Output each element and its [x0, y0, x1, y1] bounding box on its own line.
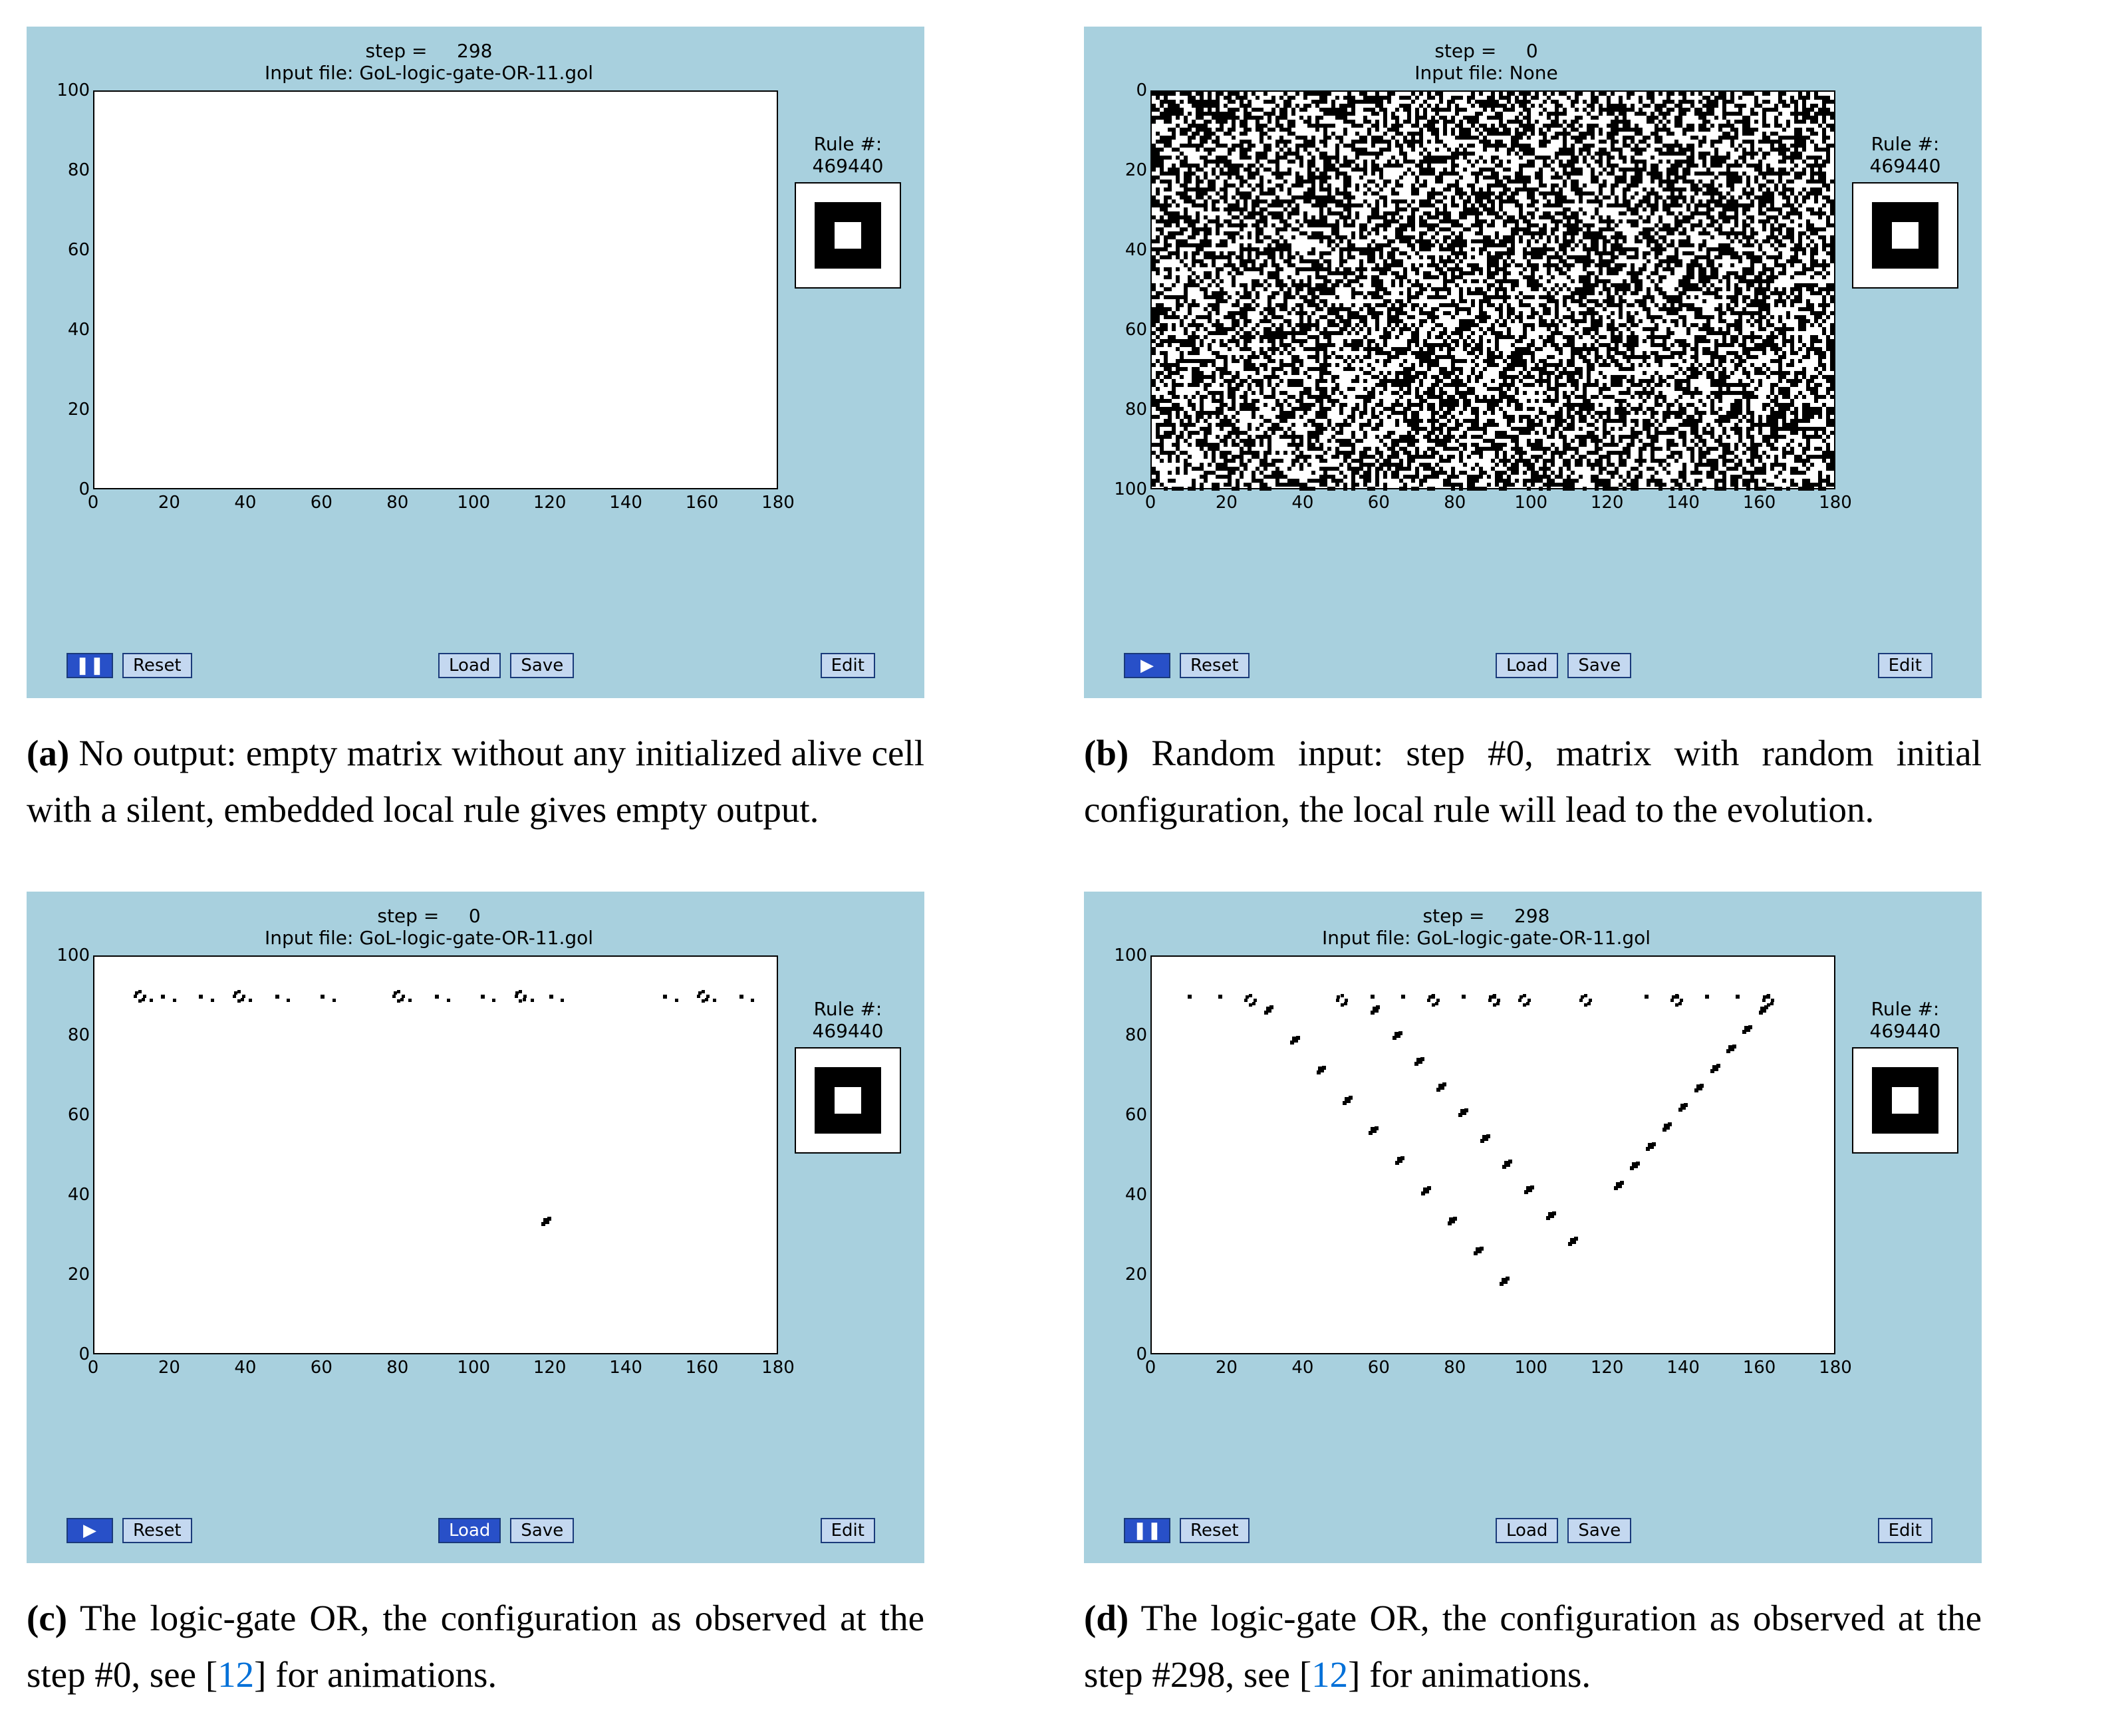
citation-link[interactable]: 12 [217, 1654, 254, 1695]
rule-box: Rule #: 469440 [791, 998, 904, 1154]
button-row: ❚❚ Reset Load Save Edit [1084, 1518, 1982, 1543]
step-label: step = [377, 905, 439, 927]
edit-button[interactable]: Edit [821, 1518, 875, 1543]
caption-label: (b) [1084, 733, 1128, 773]
button-row: ❚❚ Reset Load Save Edit [27, 653, 924, 678]
caption-c: (c) The logic-gate OR, the configuration… [27, 1590, 924, 1703]
sim-panel-d: step = 298 Input file: GoL-logic-gate-OR… [1084, 892, 1982, 1563]
plot-area: 020406080100 020406080100120140160180 [93, 955, 778, 1388]
plot-area: 020406080100 020406080100120140160180 [1150, 90, 1835, 523]
rule-number: 469440 [791, 155, 904, 177]
file-value: GoL-logic-gate-OR-11.gol [1416, 927, 1651, 949]
y-axis-ticks: 020406080100 [1114, 90, 1147, 489]
save-button[interactable]: Save [1567, 653, 1631, 678]
button-row: ▶ Reset Load Save Edit [1084, 653, 1982, 678]
reset-button[interactable]: Reset [122, 653, 192, 678]
plot-area: 020406080100 020406080100120140160180 [93, 90, 778, 523]
edit-button[interactable]: Edit [821, 653, 875, 678]
rule-icon [795, 182, 901, 289]
save-button[interactable]: Save [510, 653, 574, 678]
caption-label: (c) [27, 1598, 67, 1638]
sim-panel-a: step = 298 Input file: GoL-logic-gate-OR… [27, 27, 924, 698]
y-axis-ticks: 020406080100 [1114, 955, 1147, 1354]
rule-number: 469440 [1849, 1020, 1962, 1042]
figure-cell-b: step = 0 Input file: None 020406080100 0… [1084, 27, 2022, 838]
sim-header: step = 298 Input file: GoL-logic-gate-OR… [0, 40, 911, 84]
pause-button[interactable]: ❚❚ [1124, 1518, 1170, 1543]
edit-button[interactable]: Edit [1878, 1518, 1932, 1543]
y-axis-ticks: 020406080100 [57, 90, 90, 489]
plot-canvas-pattern-d [1150, 955, 1835, 1354]
caption-b: (b) Random input: step #0, matrix with r… [1084, 725, 1982, 838]
figure-cell-d: step = 298 Input file: GoL-logic-gate-OR… [1084, 892, 2022, 1703]
reset-button[interactable]: Reset [122, 1518, 192, 1543]
rule-number: 469440 [1849, 155, 1962, 177]
load-button[interactable]: Load [438, 653, 501, 678]
x-axis-ticks: 020406080100120140160180 [1150, 493, 1835, 519]
figure-cell-a: step = 298 Input file: GoL-logic-gate-OR… [27, 27, 964, 838]
save-button[interactable]: Save [510, 1518, 574, 1543]
plot-canvas-noise [1150, 90, 1835, 489]
x-axis-ticks: 020406080100120140160180 [93, 1358, 778, 1384]
rule-icon [1852, 182, 1958, 289]
edit-button[interactable]: Edit [1878, 653, 1932, 678]
sim-header: step = 298 Input file: GoL-logic-gate-OR… [1004, 905, 1968, 949]
caption-text: Random input: step #0, matrix with rando… [1084, 733, 1982, 830]
rule-label: Rule #: [791, 133, 904, 155]
load-button[interactable]: Load [438, 1518, 501, 1543]
rule-label: Rule #: [1849, 998, 1962, 1020]
step-value: 298 [457, 40, 492, 62]
x-axis-ticks: 020406080100120140160180 [93, 493, 778, 519]
plot-canvas-pattern-c [93, 955, 778, 1354]
plot-area: 020406080100 020406080100120140160180 [1150, 955, 1835, 1388]
file-value: GoL-logic-gate-OR-11.gol [359, 927, 593, 949]
step-label: step = [366, 40, 428, 62]
file-value: GoL-logic-gate-OR-11.gol [359, 62, 593, 84]
figure-cell-c: step = 0 Input file: GoL-logic-gate-OR-1… [27, 892, 964, 1703]
rule-label: Rule #: [1849, 133, 1962, 155]
sim-panel-b: step = 0 Input file: None 020406080100 0… [1084, 27, 1982, 698]
play-button[interactable]: ▶ [1124, 653, 1170, 678]
save-button[interactable]: Save [1567, 1518, 1631, 1543]
caption-text: No output: empty matrix without any init… [27, 733, 924, 830]
step-label: step = [1423, 905, 1485, 927]
file-label: Input file: [265, 927, 353, 949]
citation-link[interactable]: 12 [1311, 1654, 1348, 1695]
figure-grid: step = 298 Input file: GoL-logic-gate-OR… [27, 27, 2022, 1703]
rule-label: Rule #: [791, 998, 904, 1020]
reset-button[interactable]: Reset [1180, 1518, 1250, 1543]
caption-label: (d) [1084, 1598, 1128, 1638]
caption-a: (a) No output: empty matrix without any … [27, 725, 924, 838]
sim-panel-c: step = 0 Input file: GoL-logic-gate-OR-1… [27, 892, 924, 1563]
rule-box: Rule #: 469440 [1849, 998, 1962, 1154]
rule-number: 469440 [791, 1020, 904, 1042]
step-label: step = [1434, 40, 1496, 62]
step-value: 298 [1514, 905, 1549, 927]
y-axis-ticks: 020406080100 [57, 955, 90, 1354]
file-label: Input file: [265, 62, 353, 84]
reset-button[interactable]: Reset [1180, 653, 1250, 678]
caption-text-after: ] for animations. [1348, 1654, 1591, 1695]
plot-canvas-empty [93, 90, 778, 489]
step-value: 0 [1526, 40, 1538, 62]
rule-box: Rule #: 469440 [1849, 133, 1962, 289]
caption-label: (a) [27, 733, 69, 773]
caption-d: (d) The logic-gate OR, the configuration… [1084, 1590, 1982, 1703]
play-button[interactable]: ▶ [66, 1518, 113, 1543]
file-value: None [1510, 62, 1558, 84]
file-label: Input file: [1414, 62, 1503, 84]
caption-text-after: ] for animations. [254, 1654, 497, 1695]
step-value: 0 [469, 905, 481, 927]
sim-header: step = 0 Input file: GoL-logic-gate-OR-1… [0, 905, 911, 949]
rule-icon [795, 1047, 901, 1154]
rule-icon [1852, 1047, 1958, 1154]
sim-header: step = 0 Input file: None [1004, 40, 1968, 84]
button-row: ▶ Reset Load Save Edit [27, 1518, 924, 1543]
rule-box: Rule #: 469440 [791, 133, 904, 289]
file-label: Input file: [1322, 927, 1410, 949]
load-button[interactable]: Load [1496, 653, 1558, 678]
x-axis-ticks: 020406080100120140160180 [1150, 1358, 1835, 1384]
pause-button[interactable]: ❚❚ [66, 653, 113, 678]
load-button[interactable]: Load [1496, 1518, 1558, 1543]
